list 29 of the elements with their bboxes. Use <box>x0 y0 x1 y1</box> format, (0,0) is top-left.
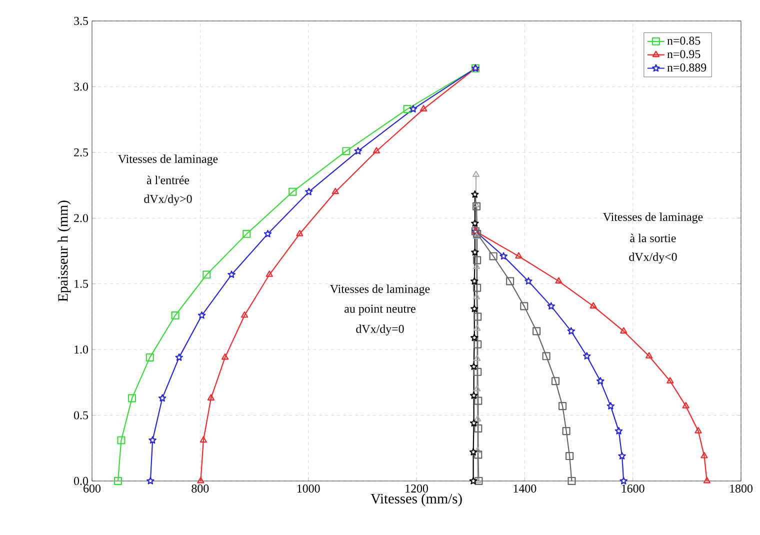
annotation: à la sortie <box>630 234 676 242</box>
x-tick-label: 1800 <box>730 484 752 493</box>
annotation: dVx/dy=0 <box>356 324 404 336</box>
x-tick-label: 800 <box>192 484 209 493</box>
y-tick-label: 0.5 <box>74 411 88 420</box>
y-tick-label: 0.0 <box>74 476 88 486</box>
y-axis-title: Epaisseur h (mm) <box>58 200 71 302</box>
annotation: dVx/dy<0 <box>629 252 677 264</box>
x-tick-label: 1600 <box>622 484 644 493</box>
annotation: Vitesses de laminage <box>118 154 218 166</box>
x-tick-label: 1400 <box>514 484 536 493</box>
annotation: dVx/dy>0 <box>144 194 192 206</box>
x-tick-label: 1200 <box>406 484 428 493</box>
annotation: Vitesses de laminage <box>330 284 430 296</box>
y-tick-label: 1.5 <box>74 280 88 288</box>
legend-label: n=0.85 <box>667 36 700 45</box>
x-tick-label: 1000 <box>297 484 320 493</box>
legend-label: n=0.95 <box>667 50 700 58</box>
y-tick-label: 1.0 <box>74 345 88 354</box>
y-tick-label: 2.0 <box>74 214 88 222</box>
annotation: à l'entrée <box>146 176 190 184</box>
x-tick-label: 600 <box>84 484 101 493</box>
annotation: Vitesses de laminage <box>603 212 703 224</box>
annotation: au point neutre <box>344 304 416 316</box>
y-tick-label: 3.0 <box>74 82 88 91</box>
legend-label: n=0.889 <box>667 64 706 72</box>
y-tick-label: 3.5 <box>74 16 88 26</box>
y-tick-label: 2.5 <box>74 148 88 156</box>
x-axis-title: Vitesses (mm/s) <box>370 493 462 506</box>
